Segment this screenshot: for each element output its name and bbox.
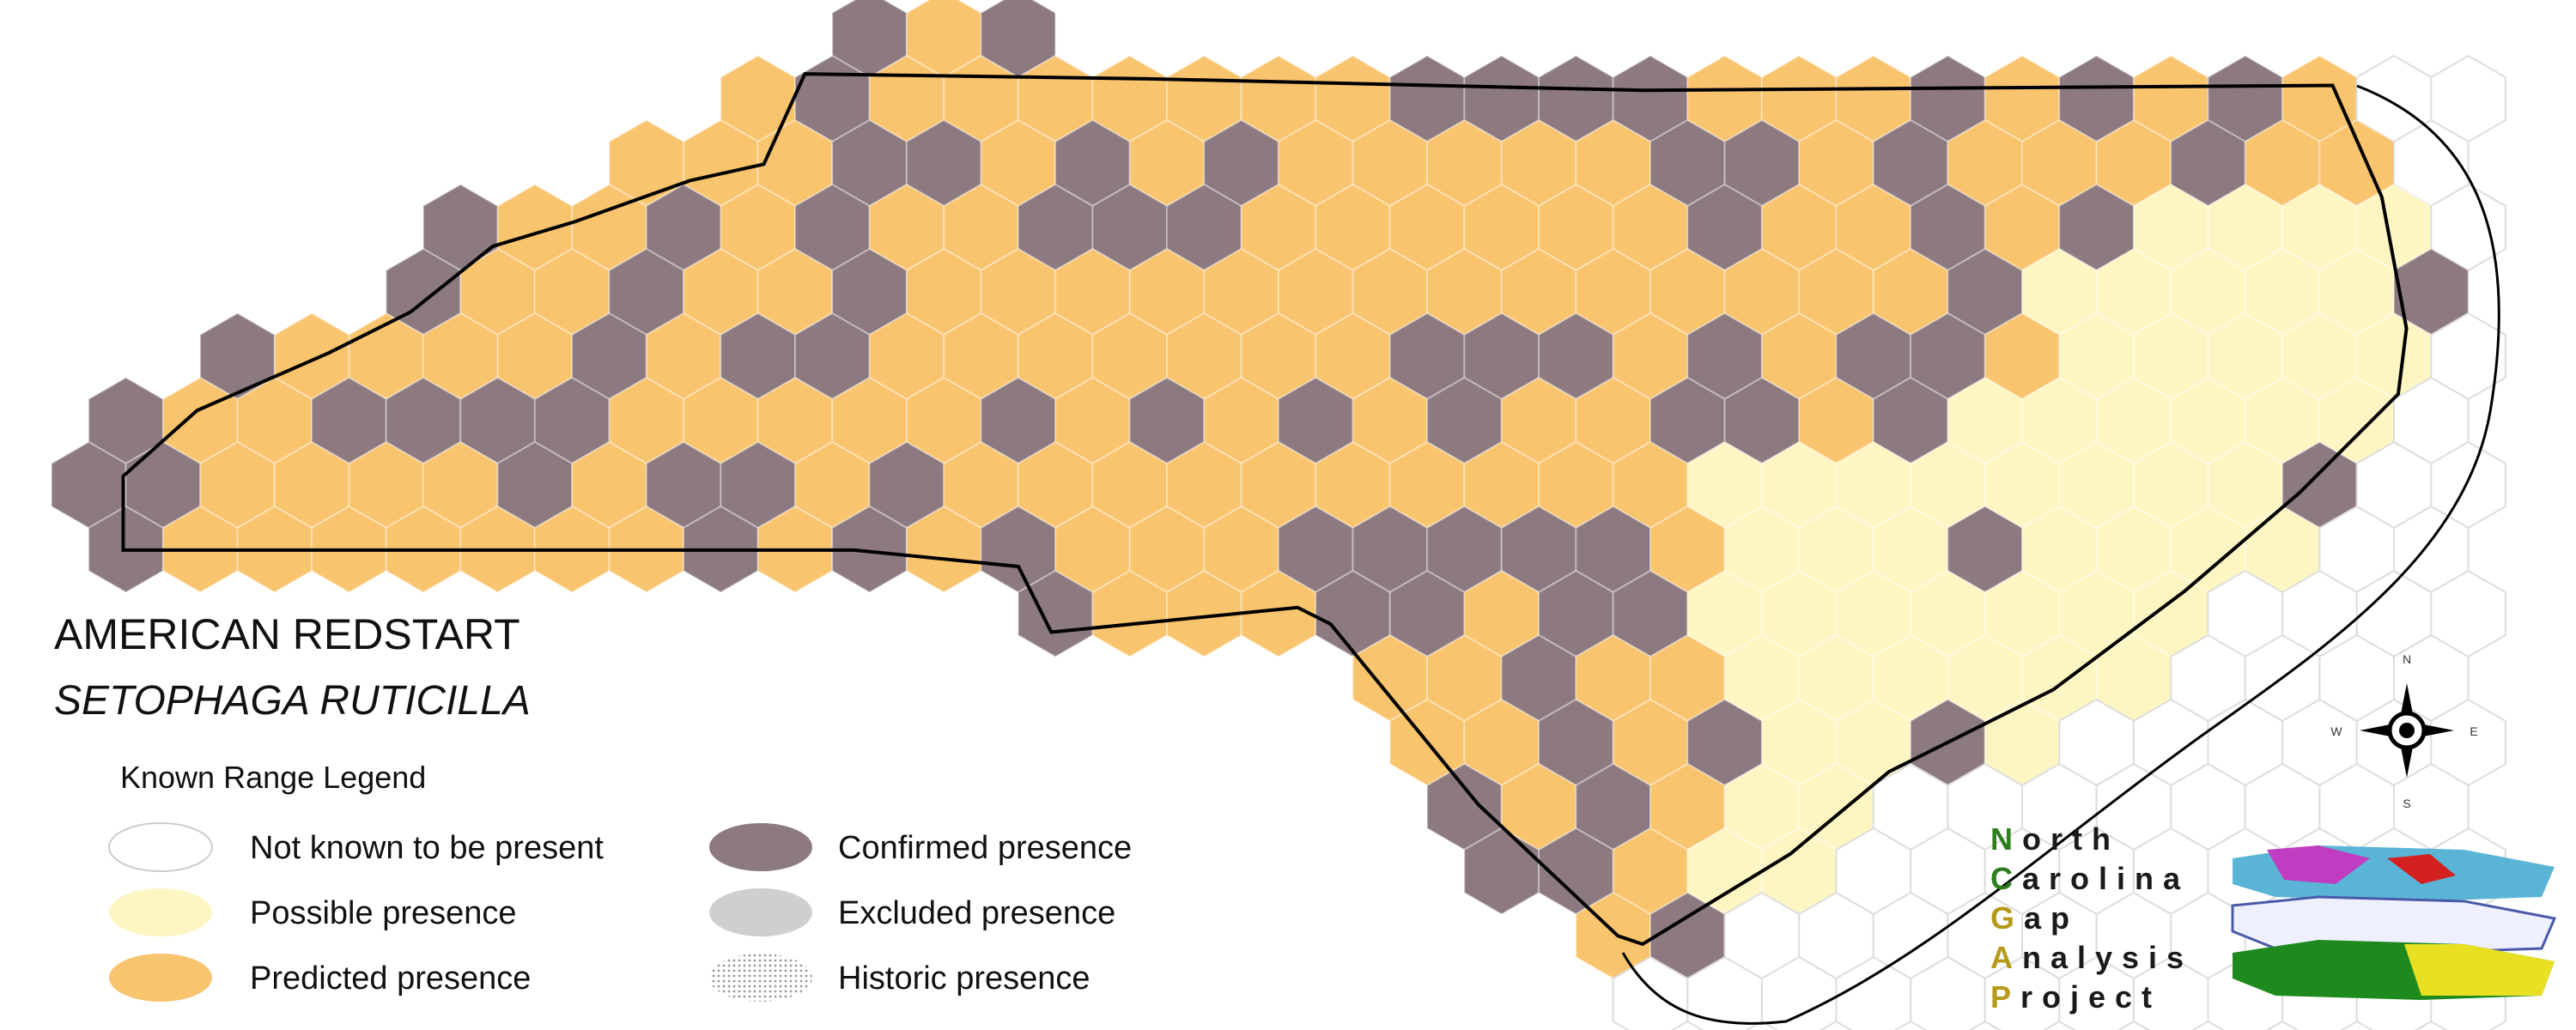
logo-line: Carolina (1990, 861, 2190, 896)
legend-swatch (108, 822, 213, 872)
legend-swatch (709, 823, 812, 871)
logo-text: North Carolina Gap Analysis Project (1990, 820, 2193, 1017)
legend-swatch (109, 888, 212, 936)
legend-swatch (109, 954, 212, 1002)
legend-swatch (709, 888, 812, 936)
species-scientific-name: SETOPHAGA RUTICILLA (54, 678, 531, 724)
compass-letter: N (2403, 652, 2411, 666)
compass: N S W E (2330, 652, 2477, 810)
logo-line: Gap (1990, 900, 2080, 936)
species-common-name: AMERICAN REDSTART (54, 610, 520, 658)
legend-swatch (709, 954, 812, 1002)
logo-graphic (2231, 845, 2557, 1000)
logo-line: Project (1990, 979, 2162, 1015)
compass-letter: S (2403, 797, 2410, 810)
state-outline (121, 72, 2409, 947)
legend: Not known to be present Possible presence… (108, 822, 1132, 1002)
compass-letter: E (2470, 724, 2477, 738)
coastal-boundary (1621, 84, 2500, 1025)
legend-label: Not known to be present (250, 830, 604, 866)
legend-title: Known Range Legend (120, 760, 426, 795)
legend-label: Historic presence (838, 960, 1091, 997)
logo-line: North (1990, 821, 2120, 857)
legend-label: Possible presence (250, 895, 517, 931)
legend-label: Predicted presence (250, 960, 531, 997)
compass-letter: W (2330, 724, 2342, 738)
hex-grid (51, 0, 2506, 1030)
legend-label: Excluded presence (838, 895, 1115, 931)
legend-label: Confirmed presence (838, 830, 1132, 866)
logo-line: Analysis (1990, 940, 2194, 975)
